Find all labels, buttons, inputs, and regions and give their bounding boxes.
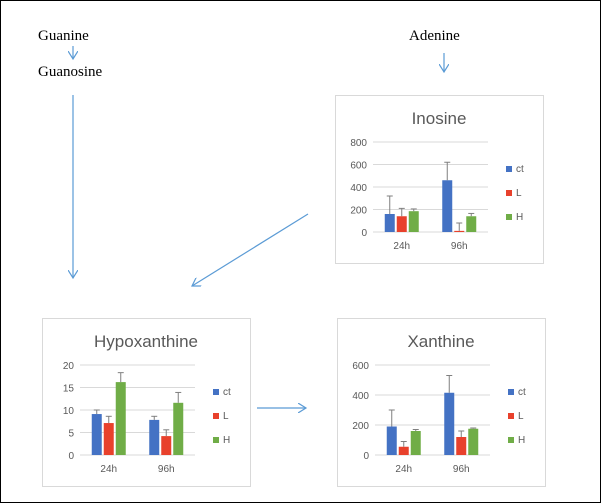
x-tick-label: 24h <box>393 241 410 252</box>
arrow-inosine-hypoxanthine <box>192 213 309 286</box>
chart-frame <box>335 95 544 264</box>
bar-ct-96h <box>149 419 160 455</box>
legend-label-H: H <box>223 435 230 446</box>
y-tick-label: 400 <box>350 183 367 194</box>
bar-L-96h <box>161 436 172 455</box>
y-tick-label: 15 <box>63 384 75 395</box>
legend-swatch-L <box>213 413 219 419</box>
y-tick-label: 0 <box>363 451 369 462</box>
xanthine-chart: Xanthine 0 200 400 600 24h 96h ct L H <box>337 318 546 487</box>
legend-swatch-L <box>508 413 514 419</box>
y-tick-label: 200 <box>352 421 369 432</box>
x-tick-label: 96h <box>453 464 470 475</box>
y-tick-label: 400 <box>352 391 369 402</box>
chart-frame <box>337 318 546 487</box>
legend-label-L: L <box>518 411 524 422</box>
bar-ct-24h <box>384 214 395 232</box>
bar-L-96h <box>456 437 467 455</box>
guanosine-label: Guanosine <box>38 64 102 80</box>
y-tick-label: 600 <box>350 161 367 172</box>
legend-label-L: L <box>516 188 522 199</box>
bar-L-96h <box>454 230 465 232</box>
guanine-label: Guanine <box>38 28 89 44</box>
chart-title: Xanthine <box>407 332 474 351</box>
bar-H-24h <box>408 211 419 232</box>
y-tick-label: 5 <box>68 429 74 440</box>
x-tick-label: 24h <box>395 464 412 475</box>
adenine-label: Adenine <box>409 28 460 44</box>
bar-ct-24h <box>91 414 102 455</box>
bar-H-96h <box>173 402 184 455</box>
y-tick-label: 0 <box>68 451 74 462</box>
legend-label-ct: ct <box>223 387 231 398</box>
hypoxanthine-chart: Hypoxanthine 0 5 10 15 20 24h 96h ct L H <box>42 318 251 487</box>
y-tick-label: 800 <box>350 138 367 149</box>
inosine-chart: Inosine 0 200 400 600 800 24h 96h ct L H <box>335 95 544 264</box>
legend-label-H: H <box>516 212 523 223</box>
bar-ct-96h <box>444 392 455 455</box>
chart-title: Hypoxanthine <box>94 332 198 351</box>
bar-H-96h <box>466 216 477 232</box>
bar-H-96h <box>468 428 479 455</box>
bar-L-24h <box>396 216 407 232</box>
chart-title: Inosine <box>412 109 467 128</box>
bar-ct-96h <box>442 180 453 232</box>
x-tick-label: 96h <box>158 464 175 475</box>
legend-swatch-ct <box>213 389 219 395</box>
y-tick-label: 0 <box>361 228 367 239</box>
chart-frame <box>42 318 251 487</box>
x-tick-label: 24h <box>100 464 117 475</box>
y-tick-label: 200 <box>350 206 367 217</box>
bar-H-24h <box>115 382 126 455</box>
y-tick-label: 10 <box>63 406 75 417</box>
legend-swatch-H <box>506 214 512 220</box>
legend-label-ct: ct <box>516 164 524 175</box>
legend-label-L: L <box>223 411 229 422</box>
legend-swatch-H <box>213 437 219 443</box>
y-tick-label: 20 <box>63 361 75 372</box>
x-tick-label: 96h <box>451 241 468 252</box>
bar-ct-24h <box>386 426 397 455</box>
y-tick-label: 600 <box>352 361 369 372</box>
bar-L-24h <box>103 423 114 455</box>
bar-L-24h <box>398 446 409 455</box>
legend-swatch-H <box>508 437 514 443</box>
legend-label-ct: ct <box>518 387 526 398</box>
legend-swatch-ct <box>508 389 514 395</box>
legend-label-H: H <box>518 435 525 446</box>
bar-H-24h <box>410 431 421 455</box>
legend-swatch-ct <box>506 166 512 172</box>
legend-swatch-L <box>506 190 512 196</box>
